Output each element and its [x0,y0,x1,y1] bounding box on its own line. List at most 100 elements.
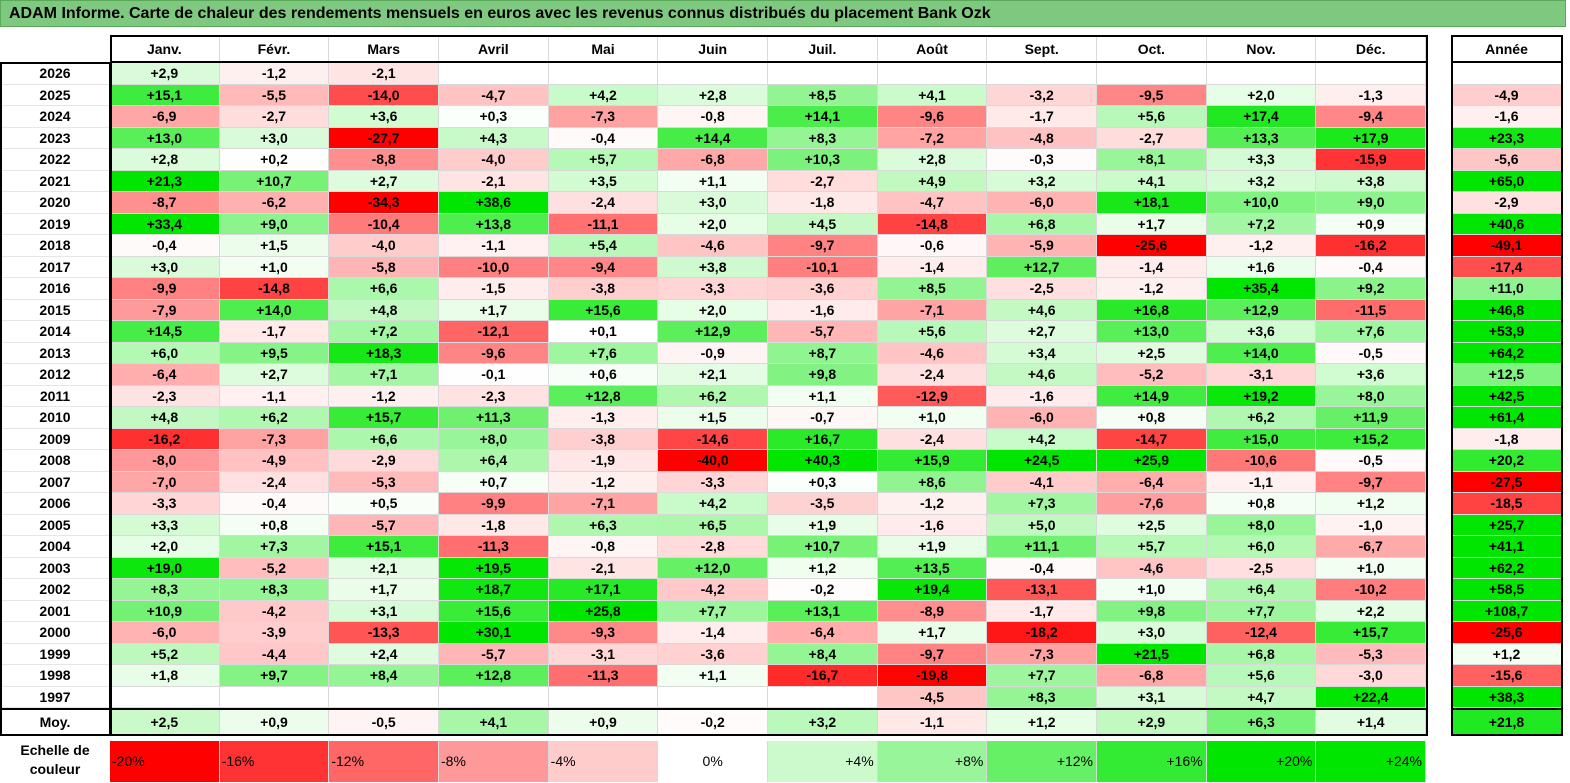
heatmap-cell [877,63,988,85]
month-header: Déc. [1316,36,1427,62]
annual-cell: +1,2 [1452,643,1562,665]
heatmap-cell: +3,8 [1316,170,1427,192]
heatmap-cell: -6,9 [110,106,220,128]
heatmap-cell: +1,7 [1097,213,1207,235]
heatmap-cell: +35,4 [1206,278,1317,300]
heatmap-cell: +0,3 [439,106,549,128]
year-label: 2026 [0,63,110,85]
heatmap-cell: -9,9 [439,493,549,515]
heatmap-cell: -13,3 [329,622,439,644]
heatmap-cell: -1,2 [1206,235,1317,257]
heatmap-cell: -1,6 [877,514,988,536]
annual-cell: -2,9 [1452,192,1562,214]
heatmap-cell: +5,6 [877,321,988,343]
scale-swatch: -8% [439,741,549,782]
heatmap-cell: +6,6 [329,278,439,300]
heatmap-cell: +0,8 [1206,493,1317,515]
annual-cell: -1,6 [1452,106,1562,128]
average-cell: -1,1 [877,709,988,735]
heatmap-cell: +3,2 [1206,170,1317,192]
heatmap-cell: +18,3 [329,342,439,364]
heatmap-cell: +13,1 [768,600,878,622]
heatmap-cell: -5,3 [1316,643,1427,665]
heatmap-cell: -3,1 [1206,364,1317,386]
heatmap-cell: +4,1 [877,84,988,106]
heatmap-cell: +1,9 [877,536,988,558]
annual-cell: -4,9 [1452,84,1562,106]
heatmap-cell: +3,5 [548,170,659,192]
heatmap-cell: +2,5 [1097,342,1207,364]
heatmap-cell: +12,9 [1206,299,1317,321]
heatmap-cell: +6,4 [1206,579,1317,601]
year-label: 2004 [0,536,110,558]
heatmap-cell: -3,3 [658,471,768,493]
scale-swatch: +24% [1316,741,1427,782]
heatmap-cell: +5,6 [1206,665,1317,687]
month-header: Juin [658,36,768,62]
heatmap-cell: -0,4 [987,557,1098,579]
heatmap-cell: +4,8 [329,299,439,321]
heatmap-cell: +2,1 [658,364,768,386]
heatmap-cell: -6,7 [1316,536,1427,558]
average-separator [0,708,1429,710]
average-cell: +6,3 [1206,709,1317,735]
heatmap-cell: -3,0 [1316,665,1427,687]
heatmap-cell: -2,3 [110,385,220,407]
heatmap-cell: +12,9 [658,321,768,343]
annual-cell: -18,5 [1452,493,1562,515]
year-label: 2016 [0,278,110,300]
heatmap-cell: -14,8 [877,213,988,235]
heatmap-cell: +0,9 [1316,213,1427,235]
heatmap-cell: -0,8 [658,106,768,128]
heatmap-cell: +0,6 [548,364,659,386]
heatmap-cell: +38,6 [439,192,549,214]
heatmap-cell: +7,7 [1206,600,1317,622]
heatmap-cell: -6,4 [110,364,220,386]
heatmap-cell: -6,8 [1097,665,1207,687]
heatmap-cell: +6,8 [1206,643,1317,665]
heatmap-cell: -1,1 [219,385,330,407]
heatmap-cell: +3,1 [1097,686,1207,708]
heatmap-cell: +4,2 [987,428,1098,450]
heatmap-cell: -1,7 [219,321,330,343]
heatmap-cell: +2,8 [110,149,220,171]
heatmap-cell: +6,2 [219,407,330,429]
heatmap-cell: +10,7 [219,170,330,192]
heatmap-cell: +12,0 [658,557,768,579]
heatmap-cell: +13,8 [439,213,549,235]
heatmap-cell: -9,7 [1316,471,1427,493]
heatmap-cell: -9,6 [877,106,988,128]
annual-cell: -5,6 [1452,149,1562,171]
heatmap-cell: -4,6 [1097,557,1207,579]
scale-swatch: +20% [1206,741,1317,782]
heatmap-cell: -6,0 [987,407,1098,429]
year-label: 2024 [0,106,110,128]
heatmap-cell: +2,0 [658,299,768,321]
heatmap-cell: -12,9 [877,385,988,407]
annual-header-separator [1451,61,1563,63]
heatmap-cell: -2,4 [548,192,659,214]
heatmap-cell: -11,3 [548,665,659,687]
year-label: 2025 [0,85,110,106]
heatmap-cell: -13,1 [987,579,1098,601]
heatmap-cell: +9,8 [1097,600,1207,622]
heatmap-cell: +8,5 [877,278,988,300]
annual-cell: +12,5 [1452,364,1562,386]
year-label: 2022 [0,149,110,171]
heatmap-cell: +6,4 [439,450,549,472]
heatmap-cell: +12,7 [987,256,1098,278]
heatmap-cell: -7,3 [219,428,330,450]
heatmap-cell: -5,3 [329,471,439,493]
annual-cell: +62,2 [1452,557,1562,579]
heatmap-cell [987,63,1098,85]
heatmap-cell: -7,0 [110,471,220,493]
heatmap-cell: -7,3 [548,106,659,128]
heatmap-cell: -4,2 [658,579,768,601]
heatmap-cell: -4,8 [987,127,1098,149]
heatmap-cell: -1,3 [548,407,659,429]
heatmap-cell: +2,0 [1206,84,1317,106]
average-cell: -0,5 [329,709,439,735]
heatmap-cell: +15,6 [439,600,549,622]
heatmap-cell: +5,0 [987,514,1098,536]
heatmap-cell: -1,1 [439,235,549,257]
